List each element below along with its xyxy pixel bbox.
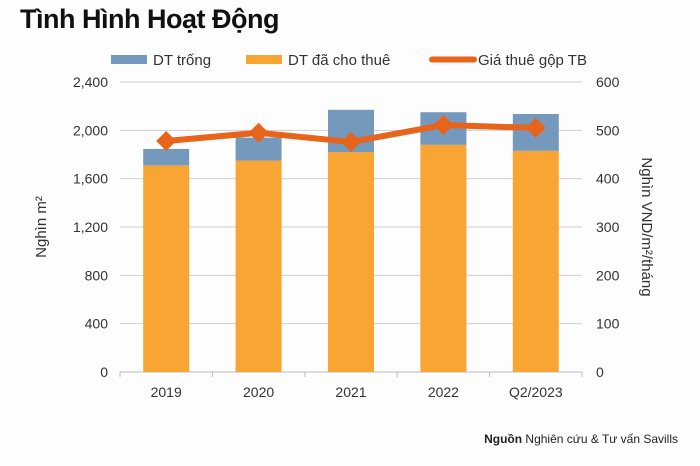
y2-tick-label: 500 [596,122,620,138]
bar-leased [143,165,190,372]
x-tick-label: 2020 [243,384,274,400]
legend-label: DT đã cho thuê [288,52,390,69]
bar-leased [328,152,374,372]
source-label: Nguồn [484,432,523,446]
y2-tick-label: 300 [596,219,620,235]
y-tick-label: 2,000 [73,122,108,138]
legend-label: Giá thuê gộp TB [478,52,587,69]
bar-leased [235,160,282,372]
y-tick-label: 0 [100,364,108,380]
source-note: Nguồn Nghiên cứu & Tư vấn Savills [484,432,678,446]
y-tick-label: 1,200 [73,219,108,235]
y2-tick-label: 100 [596,316,620,332]
bar-leased [512,150,559,372]
rent-marker [341,131,361,152]
y-tick-label: 2,400 [73,74,108,90]
page-title: Tình Hình Hoạt Động [20,4,279,34]
y2-tick-label: 200 [596,267,620,283]
y-axis-label: Nghìn m² [33,196,50,258]
y2-tick-label: 400 [596,171,620,187]
legend-swatch [246,55,282,64]
x-tick-label: 2021 [335,384,366,400]
y2-tick-label: 0 [596,364,604,380]
rent-marker [156,130,177,151]
rent-marker [248,122,269,143]
y-tick-label: 1,600 [73,171,108,187]
y-tick-label: 800 [85,267,109,283]
x-tick-label: Q2/2023 [509,384,563,400]
legend-swatch [111,55,147,64]
legend-label: DT trống [153,52,211,69]
bar-vacant [235,137,282,161]
bar-leased [420,144,467,372]
rent-marker [433,115,454,136]
y-tick-label: 400 [85,316,109,332]
bar-vacant [143,148,190,166]
y2-axis-label: Nghìn VND/m²/tháng [638,157,655,296]
source-text: Nghiên cứu & Tư vấn Savills [525,432,678,446]
x-tick-label: 2022 [428,384,459,400]
y2-tick-label: 600 [596,74,620,90]
rent-marker [525,117,546,138]
x-tick-label: 2019 [151,384,182,400]
